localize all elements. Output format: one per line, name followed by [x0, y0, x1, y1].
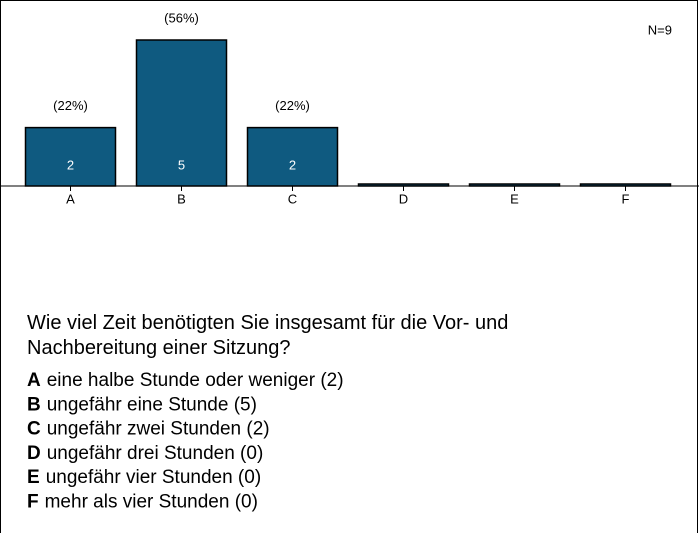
value-label: 2	[289, 157, 296, 172]
bar	[579, 183, 672, 187]
x-tick-label: B	[177, 191, 186, 206]
question-text: Wie viel Zeit benötigten Sie insgesamt f…	[27, 312, 508, 334]
x-tick-label: C	[288, 191, 297, 206]
bar	[135, 39, 228, 187]
value-label: 5	[178, 157, 185, 172]
bar	[246, 126, 339, 187]
x-tick-label: E	[510, 191, 519, 206]
option-letter: E	[27, 467, 40, 488]
bar	[468, 183, 561, 187]
option-letter: A	[27, 370, 41, 391]
x-tick-label: F	[622, 191, 630, 206]
option-letter: B	[27, 394, 41, 415]
option-text: eine halbe Stunde oder weniger (2)	[47, 370, 344, 391]
x-tick-label: A	[66, 191, 75, 206]
value-label: 2	[67, 157, 74, 172]
bar	[357, 183, 450, 187]
bar	[24, 126, 117, 187]
option-letter: D	[27, 443, 41, 464]
option-letter: F	[27, 492, 39, 513]
option-text: ungefähr zwei Stunden (2)	[47, 419, 270, 440]
percent-label: (22%)	[275, 98, 310, 113]
percent-label: (56%)	[164, 10, 199, 25]
x-tick-label: D	[399, 191, 408, 206]
option-text: mehr als vier Stunden (0)	[45, 492, 258, 513]
option-text: ungefähr drei Stunden (0)	[47, 443, 264, 464]
percent-label: (22%)	[53, 98, 88, 113]
question-text: Nachbereitung einer Sitzung?	[27, 337, 291, 359]
option-text: ungefähr vier Stunden (0)	[46, 467, 261, 488]
option-text: ungefähr eine Stunde (5)	[47, 394, 257, 415]
annotation: N=9	[648, 22, 672, 37]
option-letter: C	[27, 419, 41, 440]
